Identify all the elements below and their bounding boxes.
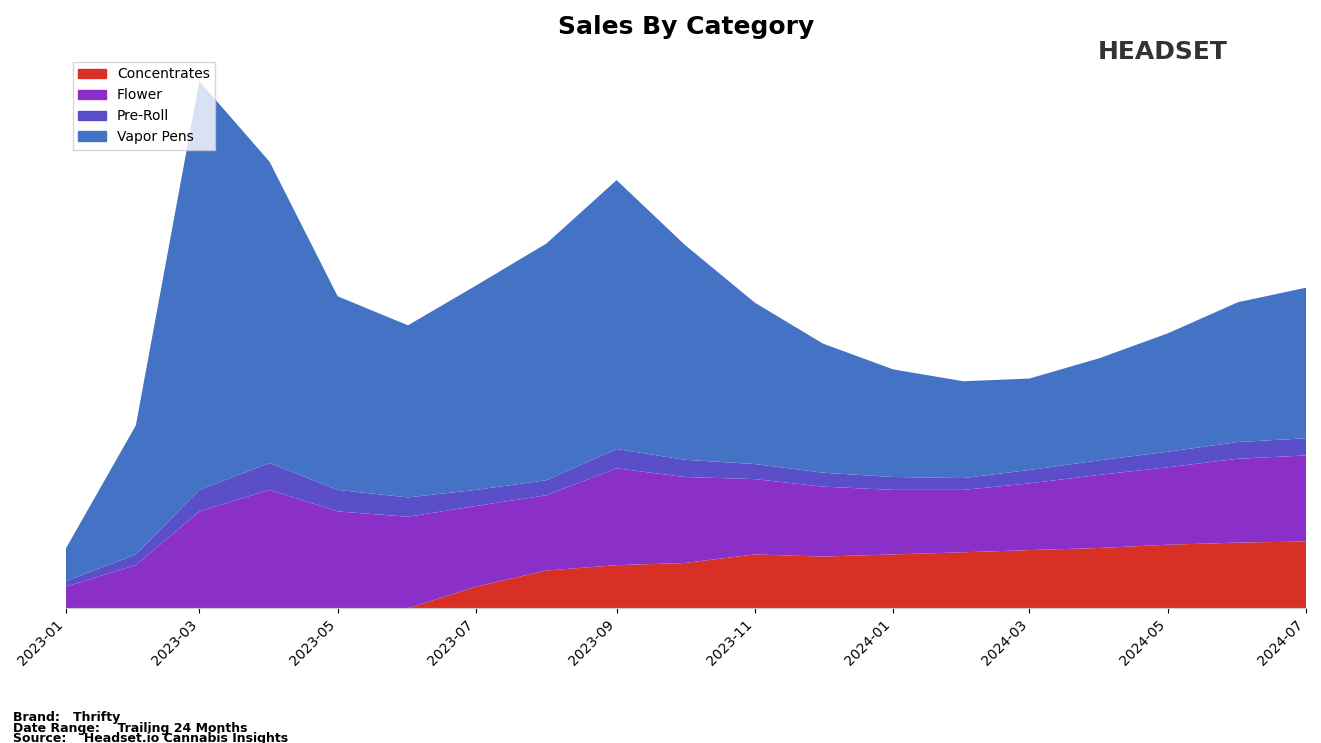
Text: Date Range:    Trailing 24 Months: Date Range: Trailing 24 Months xyxy=(13,722,248,735)
Text: Source:    Headset.io Cannabis Insights: Source: Headset.io Cannabis Insights xyxy=(13,733,288,743)
Text: HEADSET: HEADSET xyxy=(1098,40,1227,64)
Legend: Concentrates, Flower, Pre-Roll, Vapor Pens: Concentrates, Flower, Pre-Roll, Vapor Pe… xyxy=(73,62,215,150)
Title: Sales By Category: Sales By Category xyxy=(557,15,814,39)
Text: Brand:   Thrifty: Brand: Thrifty xyxy=(13,711,120,724)
